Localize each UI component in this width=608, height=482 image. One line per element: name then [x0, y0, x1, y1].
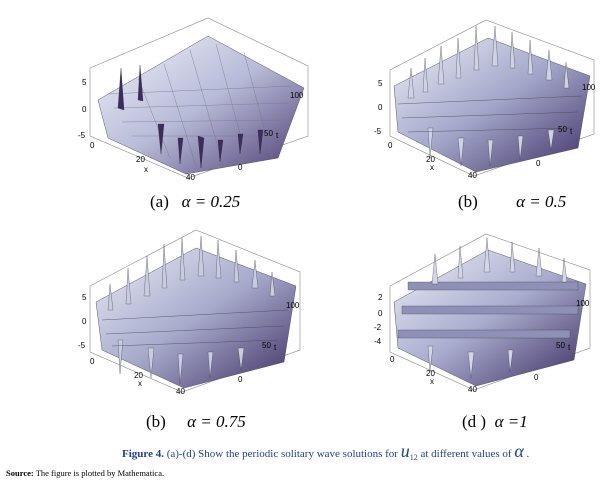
x-tick-a-0: 0	[90, 141, 95, 150]
y-label-a: t	[276, 131, 279, 140]
figure-caption-end: .	[526, 448, 530, 460]
y-tick-d-1: 50	[556, 341, 565, 350]
z-tick-b-0: 5	[378, 79, 383, 88]
x-tick-a-2: 40	[186, 173, 195, 182]
x-tick-c-0: 0	[90, 357, 95, 366]
x-label-b: x	[430, 163, 434, 172]
caption-d: (d ) α =1	[462, 412, 528, 432]
z-tick-b-1: 0	[378, 103, 383, 112]
caption-b-alpha: α = 0.5	[516, 192, 567, 211]
spikes-d	[397, 237, 579, 379]
y-label-c: t	[274, 343, 277, 352]
panel-a-plot: 5 0 -5 0 20 x 40 100 50 t 0	[78, 8, 316, 186]
panel-c-plot: 5 0 -5 0 20 x 40 100 50 t 0	[78, 222, 314, 400]
y-label-d: t	[568, 343, 571, 352]
figure-caption-symbol-sub: 12	[409, 453, 418, 463]
x-label-a: x	[144, 165, 148, 174]
caption-b: (b) α = 0.5	[458, 192, 566, 212]
figure-caption-text-before: (a)-(d) Show the periodic solitary wave …	[166, 448, 398, 460]
z-tick-c-1: 0	[82, 317, 87, 326]
spikes-c	[107, 235, 276, 385]
z-tick-b-2: -5	[374, 127, 382, 136]
y-tick-a-0: 0	[238, 163, 243, 172]
z-tick-c-2: -5	[78, 341, 86, 350]
figure-caption-alpha: α	[514, 441, 524, 461]
z-tick-d-2: -2	[374, 323, 382, 332]
z-tick-a-0: 5	[82, 78, 87, 87]
caption-a-letter: (a)	[150, 192, 169, 211]
y-tick-b-0: 0	[536, 159, 541, 168]
caption-d-alpha: α =1	[494, 412, 528, 431]
caption-c-alpha: α = 0.75	[187, 412, 246, 431]
surface-plot-b: 5 0 -5 0 20 x 40 100 50 t 0	[374, 19, 596, 180]
y-tick-b-1: 50	[558, 125, 567, 134]
figure-caption-symbol: u	[400, 441, 410, 461]
source-text: The figure is plotted by Mathematica.	[35, 468, 165, 478]
surface-plot-a: 5 0 -5 0 20 x 40 100 50 t 0	[78, 17, 309, 182]
x-label-c: x	[138, 379, 142, 388]
x-tick-c-2: 40	[176, 387, 185, 396]
x-tick-c-1: 20	[134, 371, 143, 380]
panel-b-plot: 5 0 -5 0 20 x 40 100 50 t 0	[368, 8, 604, 186]
caption-c-letter: (b)	[146, 412, 166, 431]
source-note: Source: The figure is plotted by Mathema…	[6, 468, 164, 478]
surface-plot-d: 2 0 -2 -4 0 20 x 40 100 50 t 0	[374, 233, 591, 394]
caption-d-letter: (d )	[462, 412, 487, 431]
x-tick-d-0: 0	[390, 355, 395, 364]
y-tick-d-2: 100	[576, 299, 590, 308]
y-tick-c-0: 0	[238, 375, 243, 384]
y-label-b: t	[570, 127, 573, 136]
surface-plot-c: 5 0 -5 0 20 x 40 100 50 t 0	[78, 229, 301, 396]
figure-caption-text-after: at different values of	[420, 448, 512, 460]
caption-c: (b) α = 0.75	[146, 412, 246, 432]
caption-a: (a) α = 0.25	[150, 192, 240, 212]
caption-b-letter: (b)	[458, 192, 478, 211]
caption-a-alpha: α = 0.25	[181, 192, 241, 211]
z-tick-a-1: 0	[82, 105, 87, 114]
z-tick-d-1: 0	[378, 309, 383, 318]
figure-caption-label: Figure 4.	[122, 448, 164, 460]
z-tick-d-3: -4	[374, 337, 382, 346]
x-tick-b-2: 40	[468, 171, 477, 180]
y-tick-c-2: 100	[286, 301, 300, 310]
x-tick-d-1: 20	[426, 369, 435, 378]
figure-caption: Figure 4. (a)-(d) Show the periodic soli…	[122, 441, 529, 462]
y-tick-a-2: 100	[290, 91, 304, 100]
spikes-a	[117, 64, 264, 169]
y-tick-c-1: 50	[262, 341, 271, 350]
z-tick-a-2: -5	[78, 131, 86, 140]
y-tick-a-1: 50	[264, 129, 273, 138]
x-tick-d-2: 40	[468, 385, 477, 394]
y-tick-d-0: 0	[534, 373, 539, 382]
z-tick-d-0: 2	[378, 293, 383, 302]
z-tick-c-0: 5	[82, 293, 87, 302]
x-tick-b-0: 0	[388, 141, 393, 150]
spikes-b	[407, 25, 570, 167]
x-tick-b-1: 20	[426, 155, 435, 164]
x-label-d: x	[430, 377, 434, 386]
source-label: Source:	[6, 468, 34, 478]
y-tick-b-2: 100	[582, 83, 596, 92]
x-tick-a-1: 20	[136, 155, 145, 164]
panel-d-plot: 2 0 -2 -4 0 20 x 40 100 50 t 0	[368, 222, 604, 400]
